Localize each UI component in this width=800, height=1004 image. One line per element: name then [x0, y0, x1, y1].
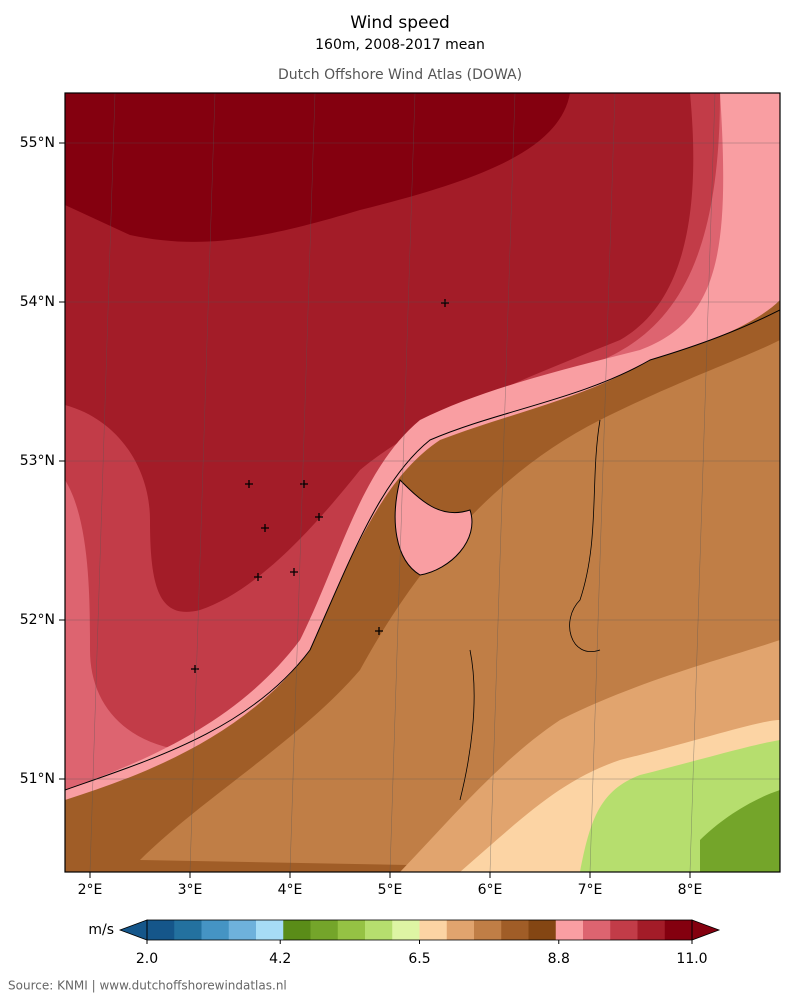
colorbar-bin	[637, 920, 666, 940]
lon-label: 2°E	[78, 882, 103, 898]
lat-label: 52°N	[20, 612, 55, 628]
colorbar-label: 11.0	[676, 951, 707, 967]
colorbar-bin	[528, 920, 557, 940]
colorbar-bin	[147, 920, 175, 940]
lon-line	[289, 92, 316, 873]
colorbar-bin	[583, 920, 611, 940]
colorbar-bin	[365, 920, 393, 940]
markers	[191, 299, 449, 673]
colorbar-bin	[256, 920, 284, 940]
title: Wind speed	[350, 13, 450, 33]
lon-label: 4°E	[278, 882, 303, 898]
colorbar-over	[691, 919, 721, 941]
colorbar-bin	[337, 920, 366, 940]
lon-line	[589, 92, 616, 873]
colorbar-label: 8.8	[548, 951, 570, 967]
colorbar-label: 6.5	[408, 951, 430, 967]
colorbar-under	[118, 919, 148, 941]
colorbar: 2.0 4.2 6.5 8.8 11.0	[118, 919, 721, 967]
source: Source: KNMI | www.dutchoffshorewindatla…	[8, 979, 287, 993]
colorbar-bin	[201, 920, 230, 940]
colorbar-bin	[610, 920, 638, 940]
colorbar-bin	[392, 920, 420, 940]
lon-label: 5°E	[378, 882, 403, 898]
map-field	[65, 93, 780, 872]
colorbar-bin	[419, 920, 448, 940]
graticule: 55°N 54°N 53°N 52°N 51°N 2°E 3°E 4°E 5°E 6°E 7°E 8°…	[20, 92, 780, 898]
colorbar-bin	[664, 920, 693, 940]
lon-line	[489, 92, 516, 873]
subtitle: 160m, 2008-2017 mean	[315, 37, 485, 53]
colorbar-bin	[501, 920, 529, 940]
colorbar-bin	[283, 920, 311, 940]
attribution: Dutch Offshore Wind Atlas (DOWA)	[278, 67, 522, 83]
colorbar-bin	[310, 920, 339, 940]
lat-label: 54°N	[20, 294, 55, 310]
colorbar-bin	[446, 920, 475, 940]
lat-label: 53°N	[20, 453, 55, 469]
colorbar-bin	[555, 920, 584, 940]
colorbar-label: 4.2	[269, 951, 291, 967]
colorbar-bin	[174, 920, 202, 940]
lon-line	[389, 92, 416, 873]
lon-label: 6°E	[478, 882, 503, 898]
lon-label: 8°E	[678, 882, 703, 898]
lon-line	[189, 92, 216, 873]
lon-line	[689, 92, 716, 873]
lon-line	[89, 92, 116, 873]
lon-label: 7°E	[578, 882, 603, 898]
lon-label: 3°E	[178, 882, 203, 898]
colorbar-unit: m/s	[88, 922, 114, 938]
map-frame	[64, 92, 781, 873]
colorbar-bin	[228, 920, 257, 940]
colorbar-label: 2.0	[136, 951, 158, 967]
colorbar-bin	[474, 920, 502, 940]
lat-label: 51°N	[20, 771, 55, 787]
lat-label: 55°N	[20, 135, 55, 151]
